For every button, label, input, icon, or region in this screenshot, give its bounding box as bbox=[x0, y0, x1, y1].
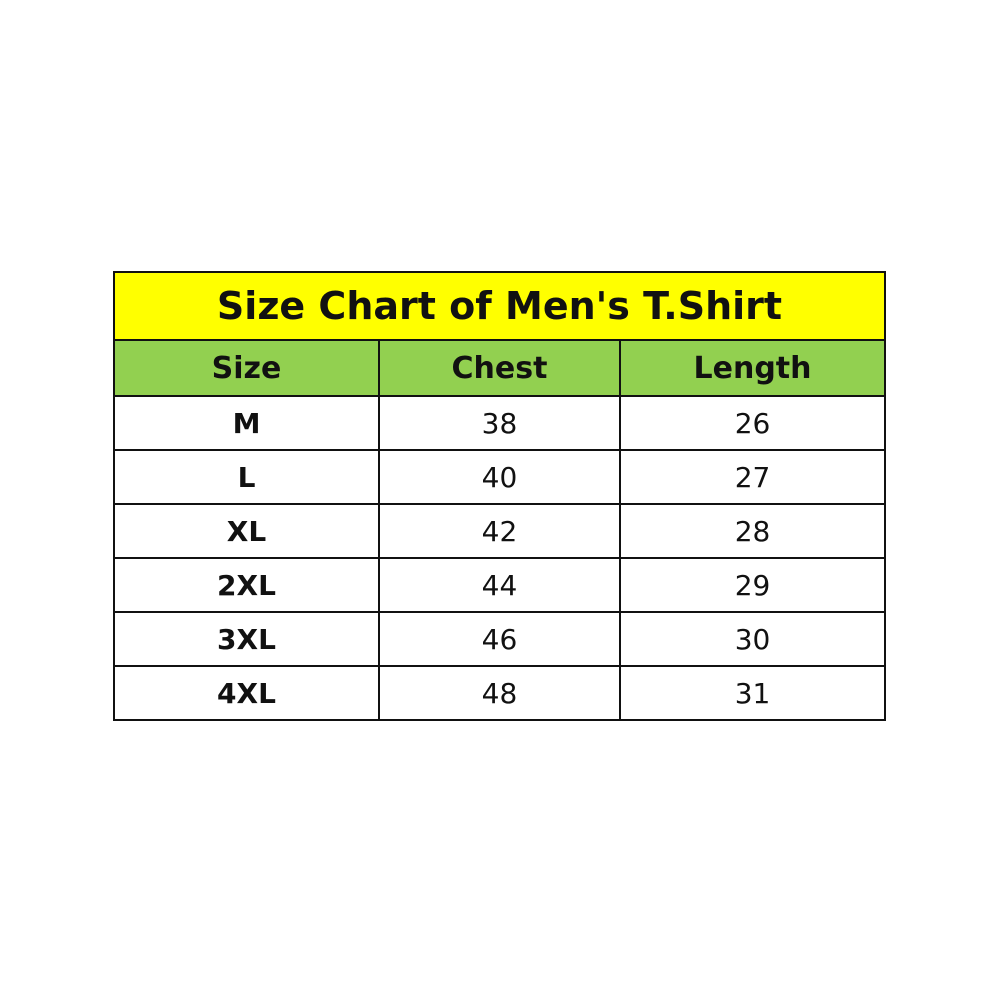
table-row: 3XL 46 30 bbox=[113, 611, 887, 667]
header-chest: Chest bbox=[378, 339, 621, 397]
table-row: 4XL 48 31 bbox=[113, 665, 887, 721]
table-row: 2XL 44 29 bbox=[113, 557, 887, 613]
cell-size: XL bbox=[113, 503, 380, 559]
cell-length: 27 bbox=[618, 449, 887, 505]
cell-chest: 46 bbox=[378, 611, 621, 667]
cell-size: M bbox=[113, 395, 380, 451]
table-title: Size Chart of Men's T.Shirt bbox=[112, 271, 887, 341]
cell-length: 30 bbox=[618, 611, 887, 667]
cell-chest: 38 bbox=[378, 395, 621, 451]
cell-length: 29 bbox=[618, 557, 887, 613]
cell-size: L bbox=[113, 449, 380, 505]
header-length: Length bbox=[618, 339, 887, 397]
cell-chest: 48 bbox=[378, 665, 621, 721]
cell-length: 28 bbox=[618, 503, 887, 559]
cell-chest: 44 bbox=[378, 557, 621, 613]
size-chart-table: Size Chart of Men's T.Shirt Size Chest L… bbox=[112, 271, 887, 721]
cell-length: 31 bbox=[618, 665, 887, 721]
table-row: L 40 27 bbox=[113, 449, 887, 505]
cell-size: 2XL bbox=[113, 557, 380, 613]
header-row: Size Chest Length bbox=[113, 339, 887, 397]
cell-chest: 40 bbox=[378, 449, 621, 505]
cell-size: 3XL bbox=[113, 611, 380, 667]
cell-chest: 42 bbox=[378, 503, 621, 559]
table-row: M 38 26 bbox=[113, 395, 887, 451]
cell-length: 26 bbox=[618, 395, 887, 451]
cell-size: 4XL bbox=[113, 665, 380, 721]
table-row: XL 42 28 bbox=[113, 503, 887, 559]
header-size: Size bbox=[113, 339, 380, 397]
